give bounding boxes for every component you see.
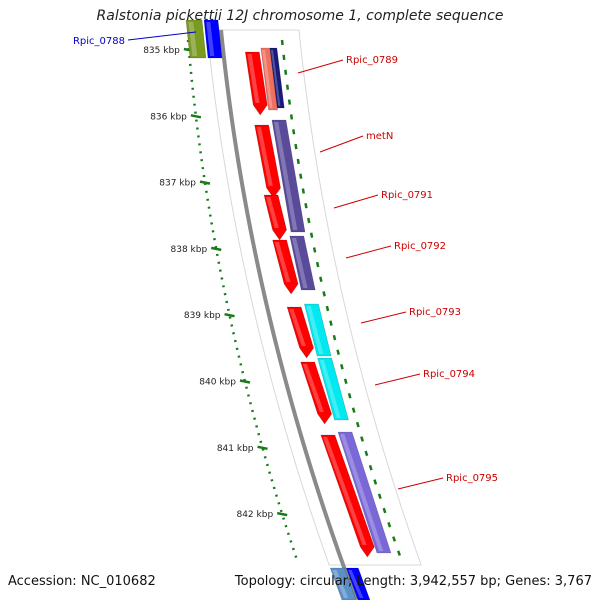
gene-rpic-0794-arrow-highlight [302,364,324,412]
gene-rpic-0795-bar [337,431,392,554]
gene-rpic-0788-bar-2 [203,19,223,59]
scale-dotted-line [186,39,299,561]
scale-tick [224,312,235,318]
gene-leader-line [374,373,421,386]
gene-label[interactable]: Rpic_0792 [394,241,446,252]
gene-next-bar-highlight [332,570,349,598]
gene-rpic-0792-arrow [272,239,299,295]
gene-rpic-0792-bar-highlight [291,238,308,288]
scale-tick-label: 836 kbp [150,112,187,122]
gene-label[interactable]: Rpic_0793 [409,307,461,318]
scale-tick [210,246,222,252]
scale-tick-label: 835 kbp [143,46,180,56]
gene-rpic-0795-arrow [320,434,375,558]
gene-rpic-0789-arrow-highlight [247,54,260,103]
map-title: Ralstonia pickettii 12J chromosome 1, co… [96,8,504,24]
scale-tick-label: 841 kbp [217,444,254,454]
gene-rpic-0789-arrow [244,51,268,116]
gene-rpic-0793-arrow-highlight [289,309,306,346]
gene-rpic-0791-arrow-highlight [266,197,279,228]
scale-tick [199,180,211,185]
gene-rpic-0788-bar-highlight [188,22,198,56]
gene-rpic-0792-bar [289,235,316,291]
sequence-summary-text: Topology: circular; Length: 3,942,557 bp… [234,574,592,589]
gene-label[interactable]: Rpic_0795 [446,473,498,484]
scale-tick-label: 837 kbp [159,179,196,189]
gene-leader-line [297,59,344,74]
scale-tick [276,511,288,517]
scale-tick [257,445,268,451]
gene-label[interactable]: metN [366,131,393,142]
accession-text: Accession: NC_010682 [8,574,156,589]
gene-label[interactable]: Rpic_0788 [73,36,125,47]
gene-metn-arrow-highlight [256,127,273,186]
gene-rpic-0789-bar [260,47,278,111]
gene-metn-bar-highlight [274,122,298,230]
gene-rpic-0792-arrow-highlight [274,242,291,282]
gene-rpic-0793-bar [304,303,332,357]
gene-label[interactable]: Rpic_0794 [423,369,475,380]
gene-rpic-0791-arrow [263,194,287,241]
gene-rpic-0789-bar-2 [269,47,285,109]
gene-metn-bar [271,119,306,233]
gene-rpic-0794-arrow [300,361,332,425]
gene-rpic-0793-arrow [286,306,314,359]
gene-rpic-0794-bar-highlight [319,360,341,418]
gene-next-bar-2-highlight [348,570,364,598]
gene-leader-line [345,245,392,259]
gene-rpic-0789-bar-highlight [262,50,273,108]
gene-leader-line [127,31,197,41]
gene-rpic-0795-bar-highlight [340,434,384,551]
gene-leader-line [360,311,407,324]
gene-leader-line [333,194,379,209]
scale-tick-label: 842 kbp [236,510,273,520]
gene-rpic-0793-bar-highlight [306,306,324,354]
scale-tick [190,114,202,119]
track-panel [206,29,422,566]
scale-tick [239,379,251,384]
gene-label[interactable]: Rpic_0789 [346,55,398,66]
gene-rpic-0794-bar [317,357,349,421]
sequence-backbone [219,29,358,601]
gene-label[interactable]: Rpic_0791 [381,190,433,201]
gene-leader-line [319,135,364,153]
gene-rpic-0788-bar-2-highlight [206,22,215,56]
gene-rpic-0788-bar [185,19,207,59]
scale-tick-label: 840 kbp [199,378,236,388]
gene-rpic-0789-bar-2-highlight [270,50,281,106]
scale-tick-label: 838 kbp [171,245,208,255]
gene-metn-arrow [254,124,281,199]
gene-rpic-0795-arrow-highlight [322,437,367,545]
gene-leader-line [397,477,444,490]
scale-tick-label: 839 kbp [184,311,221,321]
